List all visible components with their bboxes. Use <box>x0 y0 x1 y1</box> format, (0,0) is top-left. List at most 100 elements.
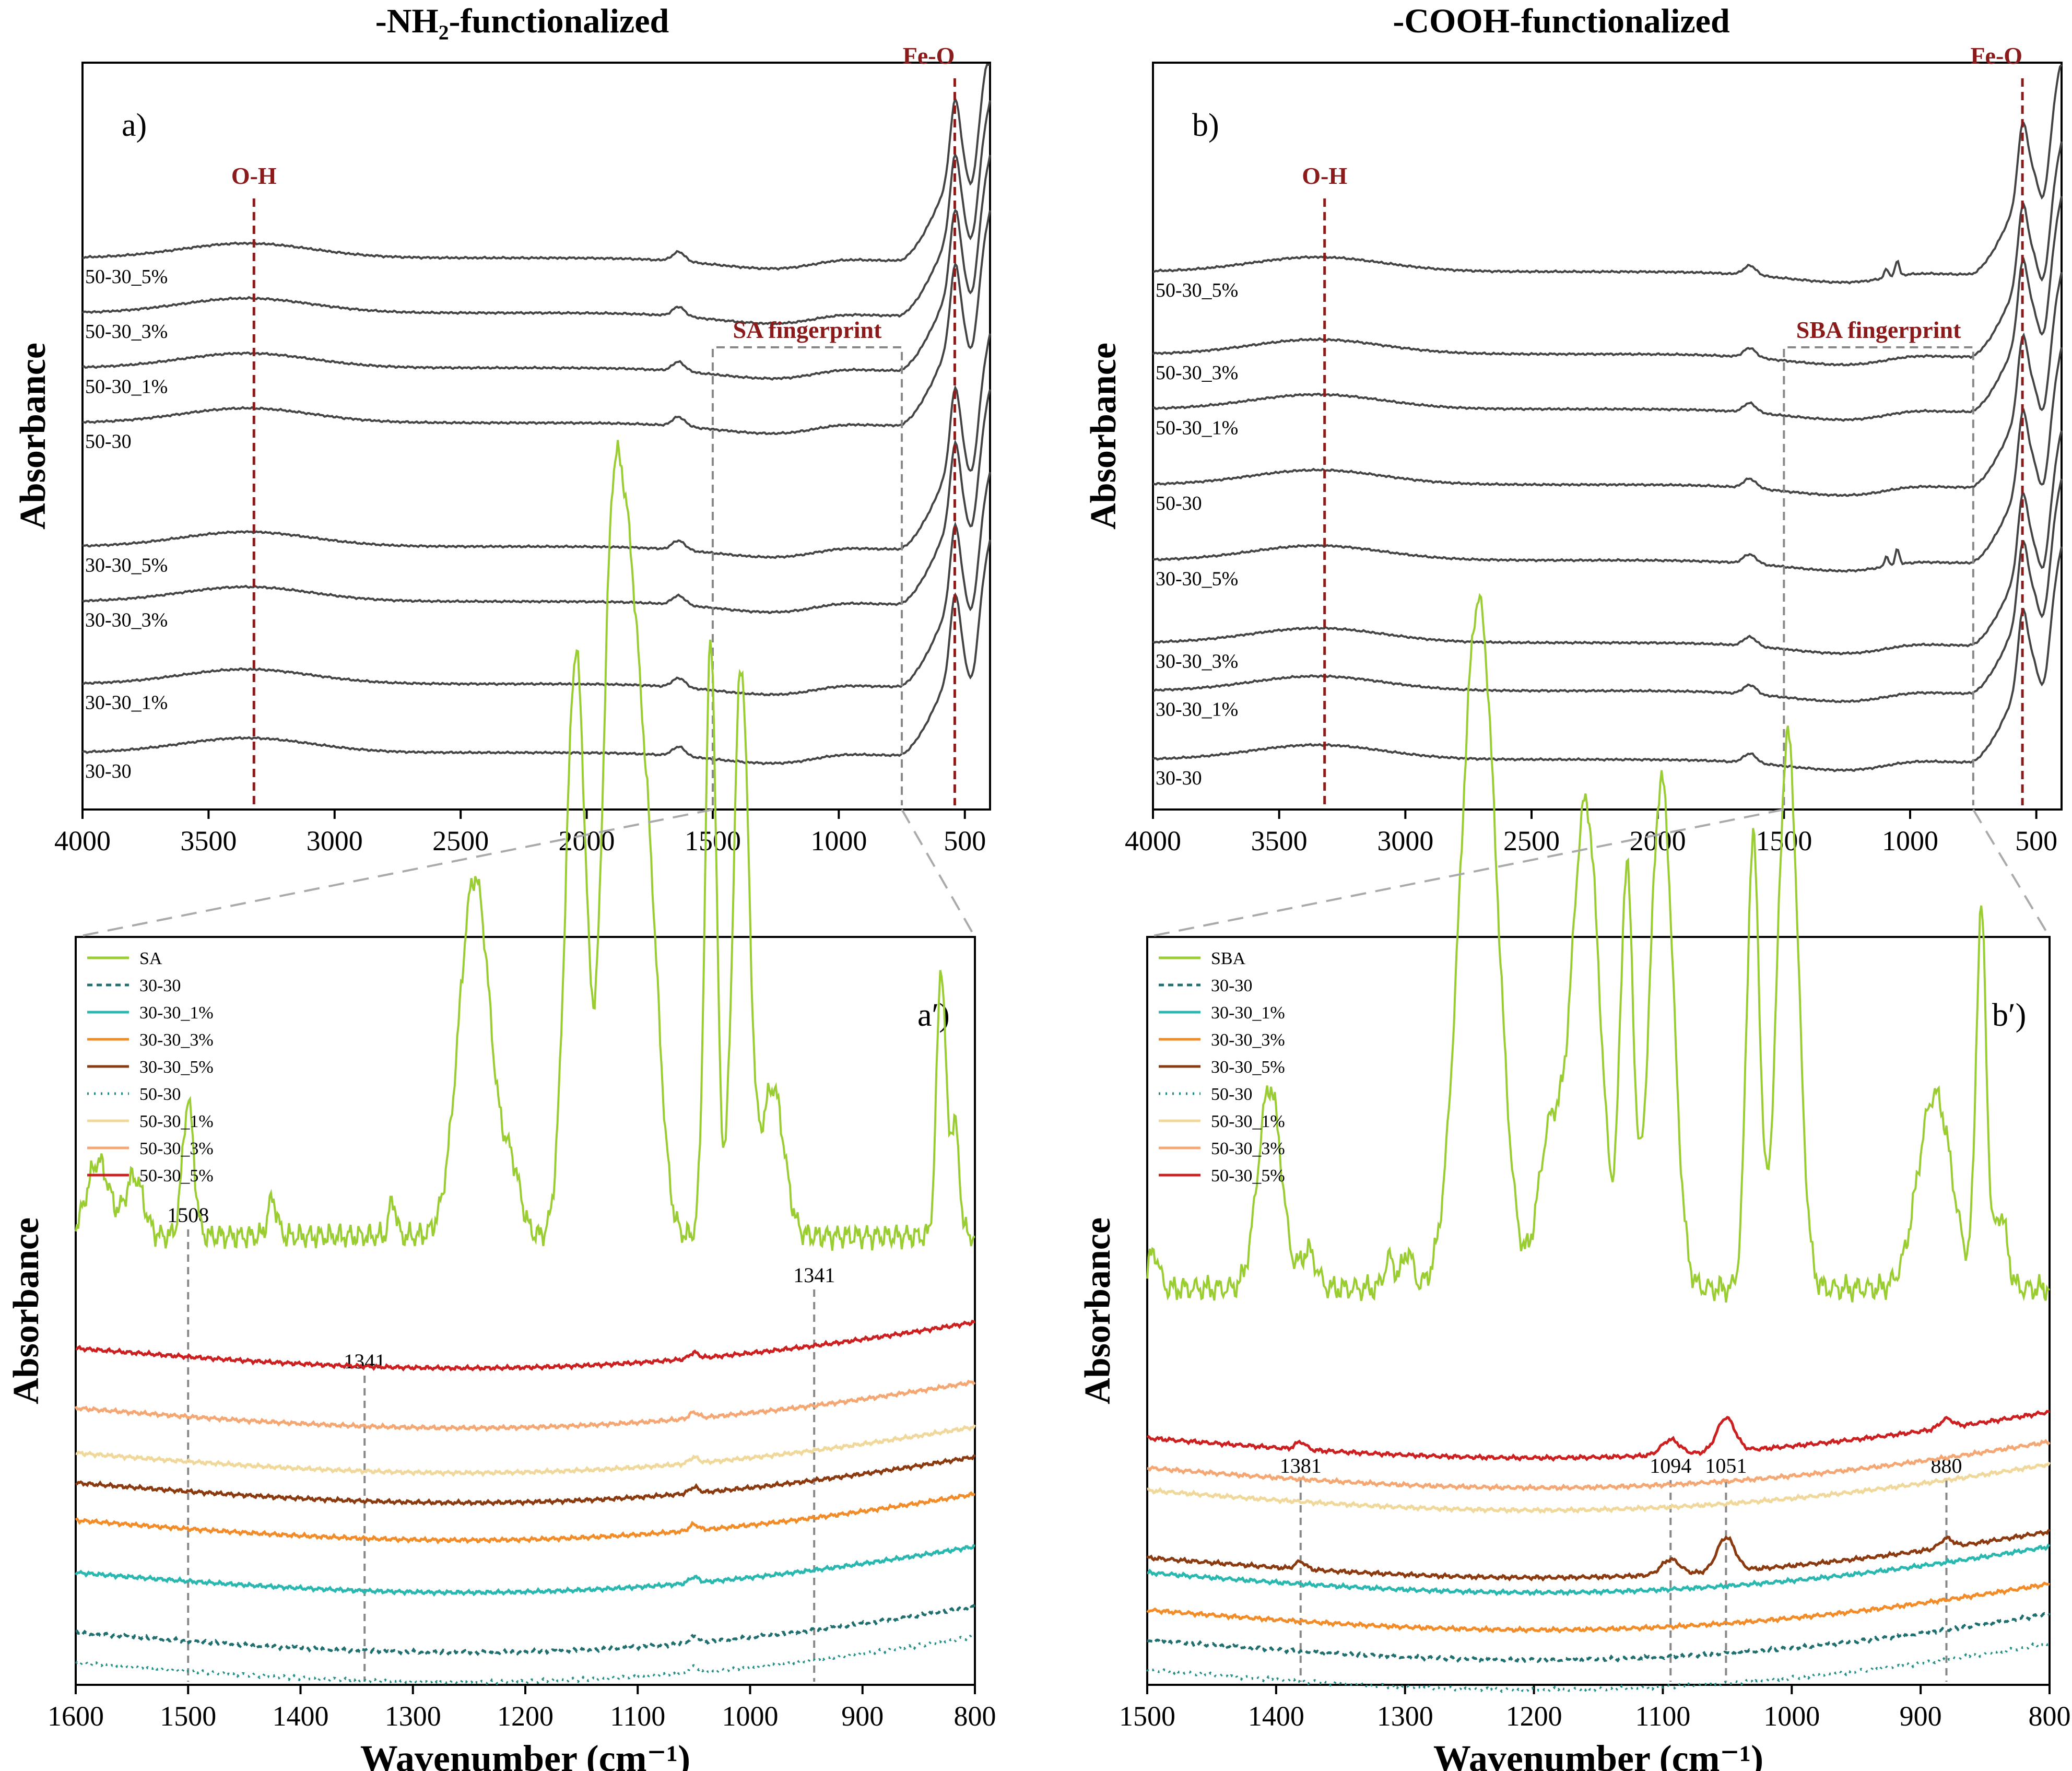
series-label: 50-30_3% <box>1156 362 1238 384</box>
legend-label: SBA <box>1211 949 1246 968</box>
x-axis-label: Wavenumber (cm⁻¹) <box>1433 1738 1763 1771</box>
panel-a-prime: 1600 1500 1400 1300 1200 1100 1000 900 800 Absorb… <box>6 440 996 1771</box>
spectrum-SBA <box>1146 593 2051 1303</box>
peak-label: 1381 <box>1280 1454 1322 1477</box>
spectrum-30-30_3% <box>1146 1581 2050 1634</box>
panel-label: b) <box>1192 108 1219 143</box>
zoom-connector <box>1147 808 1784 938</box>
spectrum-30-30_5% <box>1152 347 2063 573</box>
series-label: 30-30 <box>1156 767 1202 789</box>
series-label: 30-30_5% <box>1156 568 1238 590</box>
x-tick-label: 1500 <box>1756 825 1812 857</box>
x-tick-label: 1200 <box>497 1700 554 1732</box>
panel-b: 4000 3500 3000 2500 2000 1500 1000 500Absorbanc… <box>1084 42 2063 857</box>
legend-label: 30-30_5% <box>139 1058 214 1077</box>
right-header: -COOH-functionalized <box>1393 2 1729 40</box>
x-tick-label: 1500 <box>1119 1700 1175 1732</box>
spectrum-50-30_5% <box>1146 1410 2050 1462</box>
peak-label: 1341 <box>793 1263 835 1287</box>
legend-label: 30-30 <box>139 976 181 995</box>
series-label: 30-30_3% <box>85 609 168 631</box>
series-label: 50-30 <box>85 431 132 453</box>
spectrum-50-30_3% <box>1147 1439 2051 1492</box>
x-tick-label: 1600 <box>48 1700 104 1732</box>
spectrum-30-30_1% <box>82 472 991 697</box>
y-axis-label: Absorbance <box>1084 343 1124 530</box>
left-header: -NH₂-functionalized <box>375 2 669 40</box>
region-label: SBA fingerprint <box>1796 316 1961 343</box>
y-axis-label: Absorbance <box>1078 1217 1118 1404</box>
legend-label: 30-30_1% <box>1211 1003 1285 1023</box>
zoom-connector <box>75 808 713 938</box>
fingerprint-region <box>1783 346 1974 805</box>
spectrum-50-30_5% <box>1152 64 2063 285</box>
x-tick-label: 1000 <box>810 825 867 857</box>
zoom-links <box>75 808 2051 938</box>
spectrum-50-30_5% <box>82 64 990 271</box>
spectrum-50-30_5% <box>75 1319 975 1372</box>
x-tick-label: 500 <box>944 825 986 857</box>
x-tick-label: 1300 <box>385 1700 441 1732</box>
legend-label: 50-30_5% <box>139 1166 214 1186</box>
series-label: 30-30_5% <box>85 554 168 576</box>
x-tick-label: 2500 <box>1503 825 1560 857</box>
x-tick-label: 900 <box>1900 1700 1942 1732</box>
spectrum-50-30_3% <box>74 1379 976 1433</box>
spectrum-30-30 <box>1146 1612 2051 1663</box>
plot-frame <box>81 62 991 811</box>
legend-label: 50-30_3% <box>139 1139 214 1158</box>
x-tick-label: 1200 <box>1506 1700 1562 1732</box>
x-axis-label: Wavenumber (cm⁻¹) <box>360 1738 690 1771</box>
x-tick-label: 3500 <box>180 825 237 857</box>
spectrum-50-30_3% <box>81 100 991 325</box>
peak-label: 1051 <box>1705 1454 1747 1477</box>
panel-b-prime: 1500 1400 1300 1200 1100 1000 900 800 Absorbance… <box>1078 593 2071 1771</box>
series-label: 50-30_1% <box>1156 417 1238 439</box>
x-tick-label: 800 <box>2029 1700 2071 1732</box>
x-tick-label: 1400 <box>273 1700 329 1732</box>
spectrum-50-30_3% <box>1152 141 2063 367</box>
series-label: 50-30 <box>1156 492 1202 514</box>
region-label: SA fingerprint <box>733 316 882 343</box>
series-label: 30-30_1% <box>85 692 168 714</box>
series-label: 30-30 <box>85 760 132 782</box>
x-tick-label: 1500 <box>685 825 741 857</box>
legend-label: 50-30_3% <box>1211 1139 1285 1158</box>
plot-frame <box>1152 62 2063 811</box>
spectrum-50-30 <box>82 210 991 436</box>
x-tick-label: 1000 <box>1882 825 1938 857</box>
x-tick-label: 1100 <box>610 1700 665 1732</box>
x-tick-label: 1000 <box>1763 1700 1820 1732</box>
spectrum-50-30_1% <box>1147 1461 2051 1515</box>
spectrum-50-30_1% <box>82 155 991 381</box>
band-label: O-H <box>231 162 277 189</box>
band-label: Fe-O <box>903 42 955 69</box>
spectrum-50-30_1% <box>75 1424 976 1477</box>
band-label: O-H <box>1302 162 1347 189</box>
series-label: 30-30_1% <box>1156 699 1238 721</box>
spectrum-50-30_1% <box>1152 196 2063 422</box>
spectrum-30-30_3% <box>1152 430 2063 655</box>
x-tick-label: 900 <box>841 1700 884 1732</box>
spectrum-30-30_1% <box>1147 1543 2051 1597</box>
series-label: 50-30_3% <box>85 321 168 343</box>
legend-label: 30-30 <box>1211 976 1252 995</box>
spectrum-SA <box>75 440 975 1251</box>
legend-label: 50-30_1% <box>1211 1112 1285 1131</box>
spectrum-50-30 <box>1152 272 2063 497</box>
x-tick-label: 1000 <box>722 1700 779 1732</box>
fingerprint-region <box>711 346 903 805</box>
legend-label: 50-30_5% <box>1211 1166 1285 1186</box>
y-axis-label: Absorbance <box>13 343 53 530</box>
x-tick-label: 1100 <box>1635 1700 1690 1732</box>
series-label: 50-30_5% <box>85 266 168 288</box>
series-label: 50-30_5% <box>1156 279 1238 301</box>
spectrum-30-30_3% <box>81 389 991 614</box>
legend-label: 50-30 <box>1211 1085 1252 1104</box>
x-tick-label: 1400 <box>1248 1700 1304 1732</box>
spectrum-30-30_5% <box>82 333 991 559</box>
series-label: 50-30_1% <box>85 376 168 397</box>
band-label: Fe-O <box>1970 42 2022 69</box>
legend-label: 50-30 <box>139 1085 181 1104</box>
